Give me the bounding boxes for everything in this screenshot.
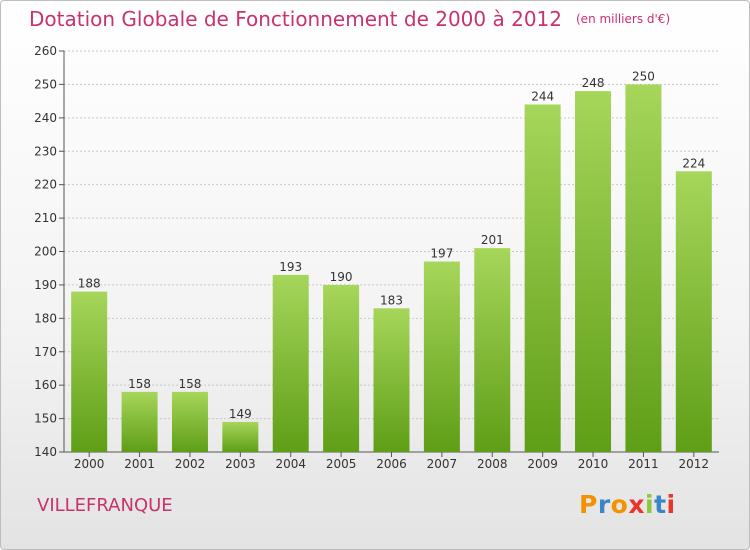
proxiti-logo: Proxiti (579, 490, 676, 519)
y-tick-label: 200 (34, 245, 57, 259)
y-tick-label: 240 (34, 111, 57, 125)
bar-2000 (71, 291, 108, 452)
x-tick-label-2010: 2010 (578, 457, 609, 471)
x-tick-label-2009: 2009 (527, 457, 558, 471)
logo-letter: x (628, 490, 645, 519)
value-label-2000: 188 (78, 277, 101, 291)
value-label-2012: 224 (682, 156, 705, 170)
value-label-2004: 193 (279, 260, 302, 274)
value-label-2002: 158 (179, 377, 202, 391)
x-tick-label-2007: 2007 (427, 457, 458, 471)
logo-letter: o (610, 490, 629, 519)
y-tick-label: 210 (34, 211, 57, 225)
bar-2005 (323, 284, 360, 452)
value-label-2007: 197 (430, 247, 453, 261)
bar-2008 (474, 248, 511, 452)
x-tick-label-2000: 2000 (74, 457, 105, 471)
value-label-2011: 250 (632, 69, 655, 83)
logo-letter: i (645, 490, 655, 519)
value-label-2009: 244 (531, 89, 554, 103)
value-label-2001: 158 (128, 377, 151, 391)
bar-2006 (373, 308, 410, 452)
logo-letter: i (666, 490, 676, 519)
x-tick-label-2006: 2006 (376, 457, 407, 471)
y-tick-label: 220 (34, 178, 57, 192)
value-label-2010: 248 (582, 76, 605, 90)
bar-2011 (625, 84, 662, 453)
x-tick-label-2001: 2001 (124, 457, 155, 471)
y-tick-label: 180 (34, 311, 57, 325)
x-tick-label-2005: 2005 (326, 457, 357, 471)
bar-2004 (272, 274, 309, 452)
logo-letter: r (597, 490, 611, 519)
chart-title-text: Dotation Globale de Fonctionnement de 20… (29, 7, 562, 31)
value-label-2003: 149 (229, 407, 252, 421)
y-tick-label: 260 (34, 44, 57, 58)
x-tick-label-2008: 2008 (477, 457, 508, 471)
value-label-2006: 183 (380, 293, 403, 307)
chart-unit-note: (en milliers d'€) (576, 12, 671, 26)
bar-2012 (675, 171, 712, 453)
chart-title: Dotation Globale de Fonctionnement de 20… (29, 7, 670, 31)
x-tick-label-2003: 2003 (225, 457, 256, 471)
logo-letter: P (579, 490, 598, 519)
x-tick-label-2002: 2002 (175, 457, 206, 471)
bar-2002 (171, 391, 208, 452)
x-tick-label-2004: 2004 (275, 457, 306, 471)
value-label-2008: 201 (481, 233, 504, 247)
y-tick-label: 160 (34, 378, 57, 392)
y-tick-label: 140 (34, 445, 57, 459)
y-tick-label: 170 (34, 345, 57, 359)
place-name: VILLEFRANQUE (37, 495, 173, 516)
y-tick-label: 150 (34, 412, 57, 426)
y-tick-label: 230 (34, 144, 57, 158)
x-tick-label-2012: 2012 (679, 457, 710, 471)
bar-2010 (575, 91, 612, 452)
value-label-2005: 190 (330, 270, 353, 284)
logo-letter: t (654, 490, 667, 519)
x-tick-label-2011: 2011 (628, 457, 659, 471)
bar-2001 (121, 391, 158, 452)
y-tick-label: 190 (34, 278, 57, 292)
bar-2007 (423, 261, 460, 452)
y-tick-label: 250 (34, 77, 57, 91)
bar-2009 (524, 104, 561, 452)
bar-2003 (222, 421, 259, 452)
